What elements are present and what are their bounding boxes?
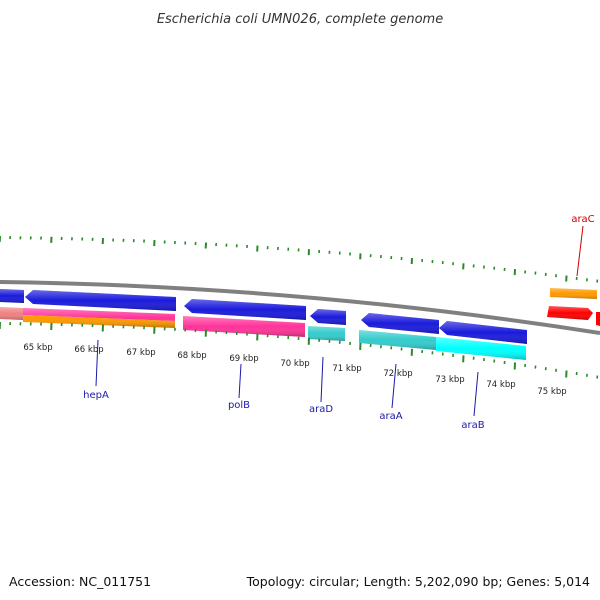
tick-label: 68 kbp (177, 351, 206, 361)
tick-label: 65 kbp (23, 343, 52, 353)
gene-label-hepa[interactable]: hepA (83, 390, 109, 401)
forward-features (547, 288, 600, 326)
tick-label: 72 kbp (383, 369, 412, 379)
genome-summary-text: Topology: circular; Length: 5,202,090 bp… (246, 574, 590, 589)
gene-label-arad[interactable]: araD (309, 404, 333, 415)
gene-label-arac[interactable]: araC (571, 214, 594, 225)
gene-leaders (95, 225, 584, 417)
tick-label: 71 kbp (332, 364, 361, 374)
gene-label-araa[interactable]: araA (379, 411, 402, 422)
scale-labels: 65 kbp 66 kbp 67 kbp 68 kbp 69 kbp 70 kb… (23, 343, 566, 397)
tick-label: 74 kbp (486, 380, 515, 390)
outer-tick-ring (0, 236, 599, 283)
feature-arac-gene-next[interactable] (596, 312, 600, 326)
gene-label-polb[interactable]: polB (228, 400, 250, 411)
tick-label: 66 kbp (74, 345, 103, 355)
tick-label: 73 kbp (435, 375, 464, 385)
reverse-gene-features (0, 307, 526, 360)
tick-label: 70 kbp (280, 359, 309, 369)
scale-tick-ring (0, 322, 599, 379)
gene-label-arab[interactable]: araB (461, 420, 484, 431)
accession-text: Accession: NC_011751 (9, 574, 151, 589)
tick-label: 69 kbp (229, 354, 258, 364)
tick-label: 67 kbp (126, 348, 155, 358)
gene-labels: hepA polB araD araA araB araC (83, 214, 595, 431)
map-title: Escherichia coli UMN026, complete genome (157, 12, 443, 27)
genome-backbone (0, 280, 600, 335)
tick-label: 75 kbp (537, 387, 566, 397)
reverse-cds-features (0, 289, 527, 344)
